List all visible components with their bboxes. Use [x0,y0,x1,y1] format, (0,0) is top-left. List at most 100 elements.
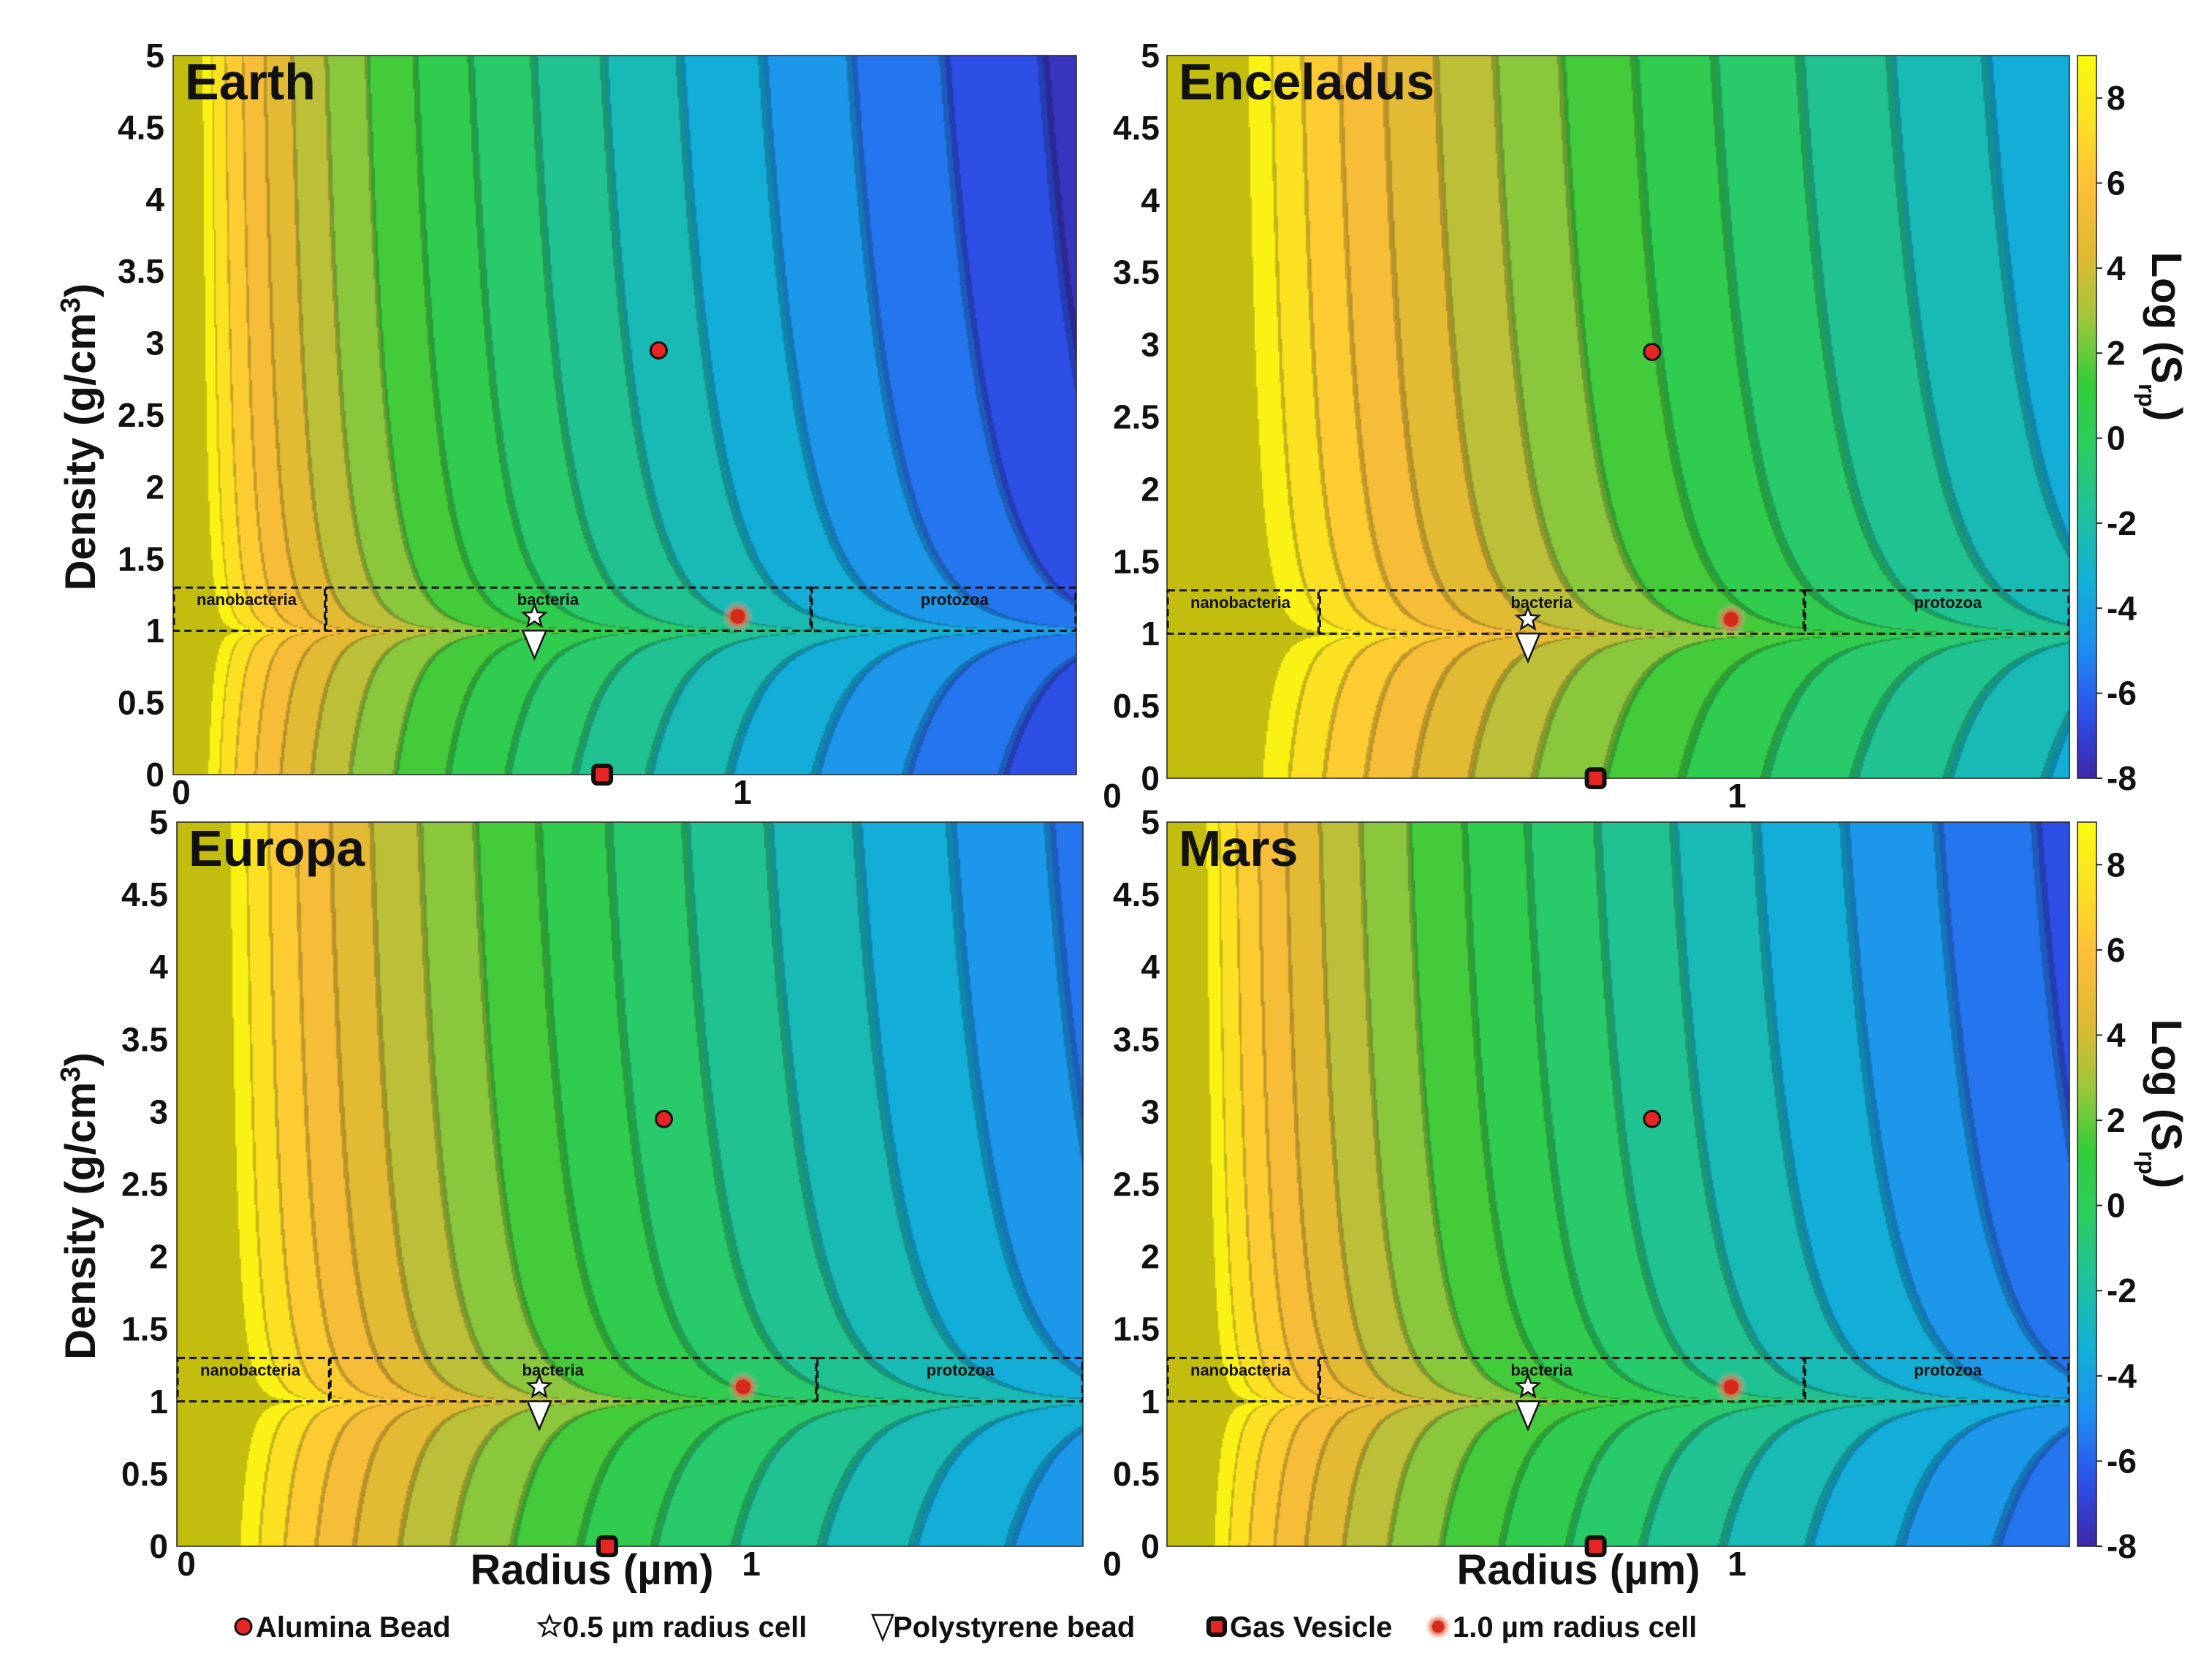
colorbar-label: Log (Srp) [2134,1019,2190,1189]
colorbar-tick-label: 6 [2107,931,2126,969]
contour-field [1167,56,2069,778]
y-tick-label: 3 [149,1092,168,1130]
colorbar-tick-label: 0 [2107,419,2126,457]
y-tick-label: 3 [1141,326,1160,364]
y-tick-label: 2.5 [1113,1166,1160,1204]
region-label-bacteria: bacteria [1510,1361,1573,1379]
y-tick-label: 3.5 [1113,1020,1160,1058]
legend: Alumina Bead 0.5 µm radius cell Polystyren… [234,1611,1697,1643]
marker-0-5-m-radius-cell [525,1372,553,1399]
region-label-nanobacteria: nanobacteria [1190,1361,1291,1379]
marker-alumina-bead [655,1109,673,1128]
marker-gas-vesicle [1584,767,1607,789]
colorbar-tick-label: -4 [2107,589,2137,627]
y-tick-label: 0 [145,756,164,794]
legend-label: 0.5 µm radius cell [563,1611,807,1643]
colorbar: 8 6 4 2 0 -2 -4 -6 -8 Log (Srp) [2077,821,2190,1565]
region-label-protozoa: protozoa [1914,593,1982,612]
plot-frame [172,55,1077,775]
colorbar-label: Log (Srp) [2134,252,2190,422]
y-tick-label: 3.5 [121,1020,168,1058]
region-box-bacteria [1318,1356,1805,1403]
region-box-nanobacteria [1166,1356,1320,1403]
colorbar-tick-label: 6 [2107,164,2126,202]
region-box-protozoa [810,586,1077,632]
marker-gas-vesicle [596,1535,618,1557]
panels: nanobacteria bacteria protozoa Earth 0 0.5 1 1.… [56,37,2070,1594]
y-tick-label: 2 [145,468,164,506]
region-label-nanobacteria: nanobacteria [197,590,297,609]
y-tick-label: 0 [1141,759,1160,797]
x-tick-label: 0 [1103,1545,1122,1583]
y-tick-label: 5 [145,37,164,75]
y-tick-label: 4.5 [1113,875,1160,913]
x-tick-label: 1 [733,773,752,811]
y-tick-label: 0.5 [1113,687,1160,725]
y-tick-label: 3.5 [118,252,164,290]
legend-symbol [234,1617,253,1636]
marker-alumina-bead [649,341,668,360]
y-tick-label: 4 [149,948,168,986]
y-tick-label: 2.5 [1113,398,1160,436]
y-tick-label: 0.5 [1113,1455,1160,1493]
y-tick-label: 4 [145,180,164,218]
region-box-nanobacteria [172,586,327,632]
legend-item: 1.0 µm radius cell [1425,1611,1697,1643]
panel-title: Enceladus [1179,53,1434,110]
contour-field [173,56,1076,775]
x-tick-label: 1 [1727,777,1746,815]
region-label-protozoa: protozoa [927,1361,995,1379]
y-tick-label: 2 [1141,470,1160,508]
y-tick-label: 0.5 [121,1455,168,1493]
marker-1-0-m-radius-cell [1714,1370,1747,1403]
legend-label: Gas Vesicle [1230,1611,1392,1643]
colorbar-tick-label: 4 [2107,249,2126,287]
colorbar-tick-label: 0 [2107,1187,2126,1225]
y-tick-label: 3 [145,324,164,362]
marker-0-5-m-radius-cell [520,602,548,628]
y-tick-label: 5 [149,803,168,841]
legend-label: Alumina Bead [256,1611,451,1643]
legend-symbol [536,1613,563,1638]
x-tick-label: 0 [172,773,191,811]
y-tick-label: 0 [149,1527,168,1565]
legend-item: Gas Vesicle [1206,1611,1392,1643]
y-tick-label: 1.5 [1113,542,1160,580]
region-box-bacteria [329,1356,818,1403]
panel-title: Earth [185,53,316,110]
marker-0-5-m-radius-cell [1514,604,1542,631]
colorbar-tick-label: 4 [2107,1016,2126,1054]
y-tick-label: 0 [1141,1527,1160,1565]
y-tick-label: 1.5 [121,1310,168,1348]
plot-frame [176,821,1084,1547]
marker-1-0-m-radius-cell [1714,603,1747,636]
y-tick-label: 3.5 [1113,254,1160,292]
contour-field [177,822,1083,1546]
marker-1-0-m-radius-cell [727,1370,759,1403]
colorbar-tick-label: 8 [2107,79,2126,117]
legend-item: Alumina Bead [234,1611,451,1643]
y-tick-label: 1.5 [1113,1310,1160,1348]
panel-enceladus: nanobacteria bacteria protozoa Enceladus 0 0.… [1103,37,2070,815]
marker-gas-vesicle [591,764,614,786]
x-axis-label: Radius (µm) [470,1546,713,1594]
legend-symbol [1206,1616,1227,1637]
y-tick-label: 4.5 [121,875,168,913]
colorbar-tick-label: -6 [2107,674,2137,712]
colorbar-tick-label: 2 [2107,1101,2126,1139]
y-tick-label: 5 [1141,803,1160,841]
colorbar-gradient [2077,55,2097,779]
legend-label: Polystyrene bead [893,1611,1135,1643]
marker-0-5-m-radius-cell [1514,1372,1542,1399]
colorbar-tick-label: -2 [2107,1272,2137,1310]
y-tick-label: 0.5 [118,684,164,722]
x-tick-label: 0 [177,1545,196,1583]
legend-item: Polystyrene bead [871,1611,1135,1643]
y-tick-label: 2 [149,1238,168,1276]
y-tick-label: 2 [1141,1238,1160,1276]
region-label-nanobacteria: nanobacteria [1190,593,1291,612]
marker-1-0-m-radius-cell [721,600,754,633]
region-box-protozoa [1803,1356,2070,1403]
panel-title: Mars [1179,820,1298,877]
